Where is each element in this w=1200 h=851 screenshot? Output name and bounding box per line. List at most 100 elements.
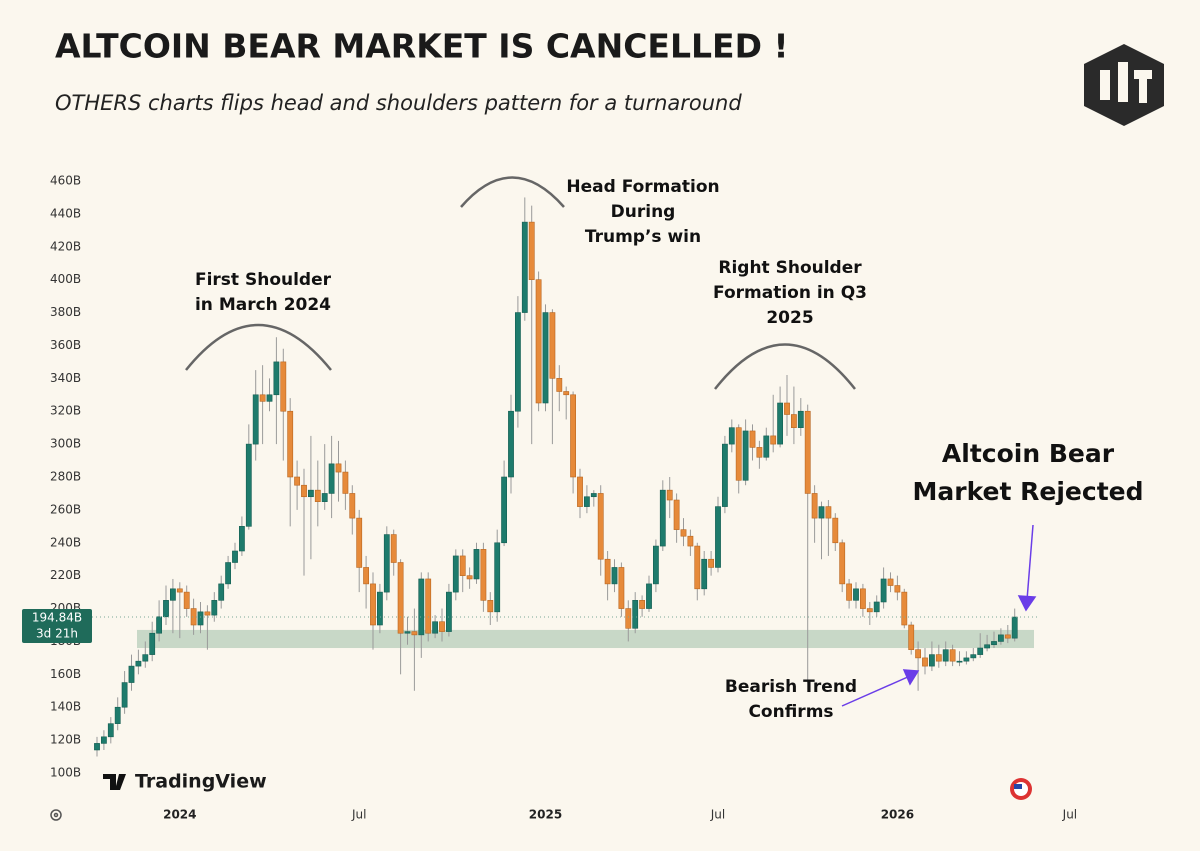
- candle-body: [673, 499, 680, 530]
- candle-body: [252, 394, 259, 445]
- candle-body: [735, 427, 742, 481]
- candle-body: [970, 654, 977, 659]
- candle-body: [101, 736, 107, 744]
- annotation: 2025: [766, 308, 813, 328]
- candle-body: [459, 555, 466, 576]
- candle-body: [494, 542, 501, 613]
- y-tick-label: 100B: [50, 766, 81, 780]
- candle-body: [894, 585, 901, 593]
- candle-body: [708, 558, 714, 568]
- annotation: Formation in Q3: [713, 283, 867, 303]
- candle-body: [142, 654, 149, 662]
- y-tick-label: 120B: [50, 733, 81, 747]
- y-tick-label: 220B: [50, 568, 81, 582]
- candle-body: [314, 489, 321, 502]
- candle-body: [611, 567, 618, 585]
- x-tick-label: Jul: [710, 808, 725, 822]
- candle-body: [225, 562, 231, 585]
- candle-body: [356, 517, 363, 568]
- y-tick-label: 440B: [50, 206, 81, 220]
- x-tick-label: 2025: [529, 808, 562, 822]
- y-tick-label: 280B: [50, 470, 81, 484]
- candle-body: [659, 489, 666, 547]
- candle-body: [721, 443, 728, 507]
- candle-body: [439, 621, 445, 632]
- candle-body: [984, 644, 990, 649]
- candle-body: [701, 558, 708, 590]
- y-tick-label: 140B: [50, 700, 81, 714]
- candle-body: [770, 435, 777, 445]
- y-tick-label: 380B: [50, 305, 81, 319]
- y-tick-label: 460B: [50, 174, 81, 188]
- candle-body: [425, 578, 432, 634]
- candle-body: [577, 476, 583, 507]
- candle-body: [397, 562, 404, 634]
- candle-body: [563, 391, 570, 396]
- candle-body: [928, 654, 935, 667]
- candle-body: [328, 463, 335, 494]
- candle-body: [508, 410, 514, 478]
- candle-body: [715, 506, 721, 568]
- candle-body: [639, 600, 645, 609]
- candle-body: [1004, 634, 1011, 639]
- candle-body: [149, 632, 156, 655]
- candle-body: [977, 647, 984, 655]
- price-tag: [22, 609, 92, 644]
- candle-body: [873, 601, 880, 613]
- price-tag-label: 194.84B: [32, 611, 82, 625]
- candle-body: [176, 588, 183, 593]
- annotation: Trump’s win: [585, 227, 701, 247]
- y-tick-label: 160B: [50, 667, 81, 681]
- candle-body: [107, 723, 114, 738]
- annotation: Head Formation: [566, 177, 719, 197]
- candle-body: [956, 660, 963, 663]
- x-tick-label: 2024: [163, 808, 196, 822]
- candle-body: [114, 706, 121, 724]
- candle-body: [294, 476, 300, 486]
- candle-body: [239, 526, 245, 552]
- candle-body: [170, 588, 176, 601]
- candle-body: [915, 649, 921, 659]
- candle-body: [811, 493, 818, 519]
- candle-body: [859, 588, 866, 609]
- candle-body: [908, 624, 915, 650]
- pattern-arcs: [185, 176, 856, 390]
- candle-body: [466, 575, 473, 580]
- candle-body: [832, 517, 839, 544]
- plot-area: [94, 197, 1034, 757]
- candle-body: [94, 743, 100, 751]
- candle-body: [335, 463, 342, 473]
- candle-body: [756, 447, 763, 458]
- candle-body: [680, 529, 687, 537]
- candle-body: [963, 657, 970, 662]
- candle-body: [935, 654, 942, 662]
- candle-body: [597, 493, 604, 560]
- candle-body: [804, 410, 811, 494]
- candle-body: [370, 583, 376, 626]
- candle-body: [390, 534, 397, 563]
- candle-body: [287, 410, 294, 478]
- candle-body: [480, 549, 487, 601]
- candle-body: [383, 534, 390, 593]
- candle-body: [245, 443, 252, 527]
- annotation: During: [611, 202, 676, 222]
- candle-body: [825, 506, 832, 519]
- candle-body: [997, 634, 1004, 642]
- support-zone: [137, 629, 1034, 649]
- y-tick-label: 360B: [50, 338, 81, 352]
- candle-body: [342, 471, 349, 494]
- candle-body: [363, 567, 369, 585]
- candle-body: [887, 578, 894, 586]
- y-tick-label: 260B: [50, 502, 81, 516]
- annotation: Confirms: [748, 702, 833, 722]
- candle-body: [604, 558, 611, 585]
- candle-body: [991, 641, 997, 646]
- candle-body: [307, 489, 314, 498]
- candle-body: [501, 476, 507, 544]
- candle-body: [183, 591, 190, 609]
- candle-body: [749, 430, 756, 448]
- candle-body: [1011, 616, 1018, 639]
- candle-body: [404, 631, 411, 634]
- candle-body: [487, 600, 494, 613]
